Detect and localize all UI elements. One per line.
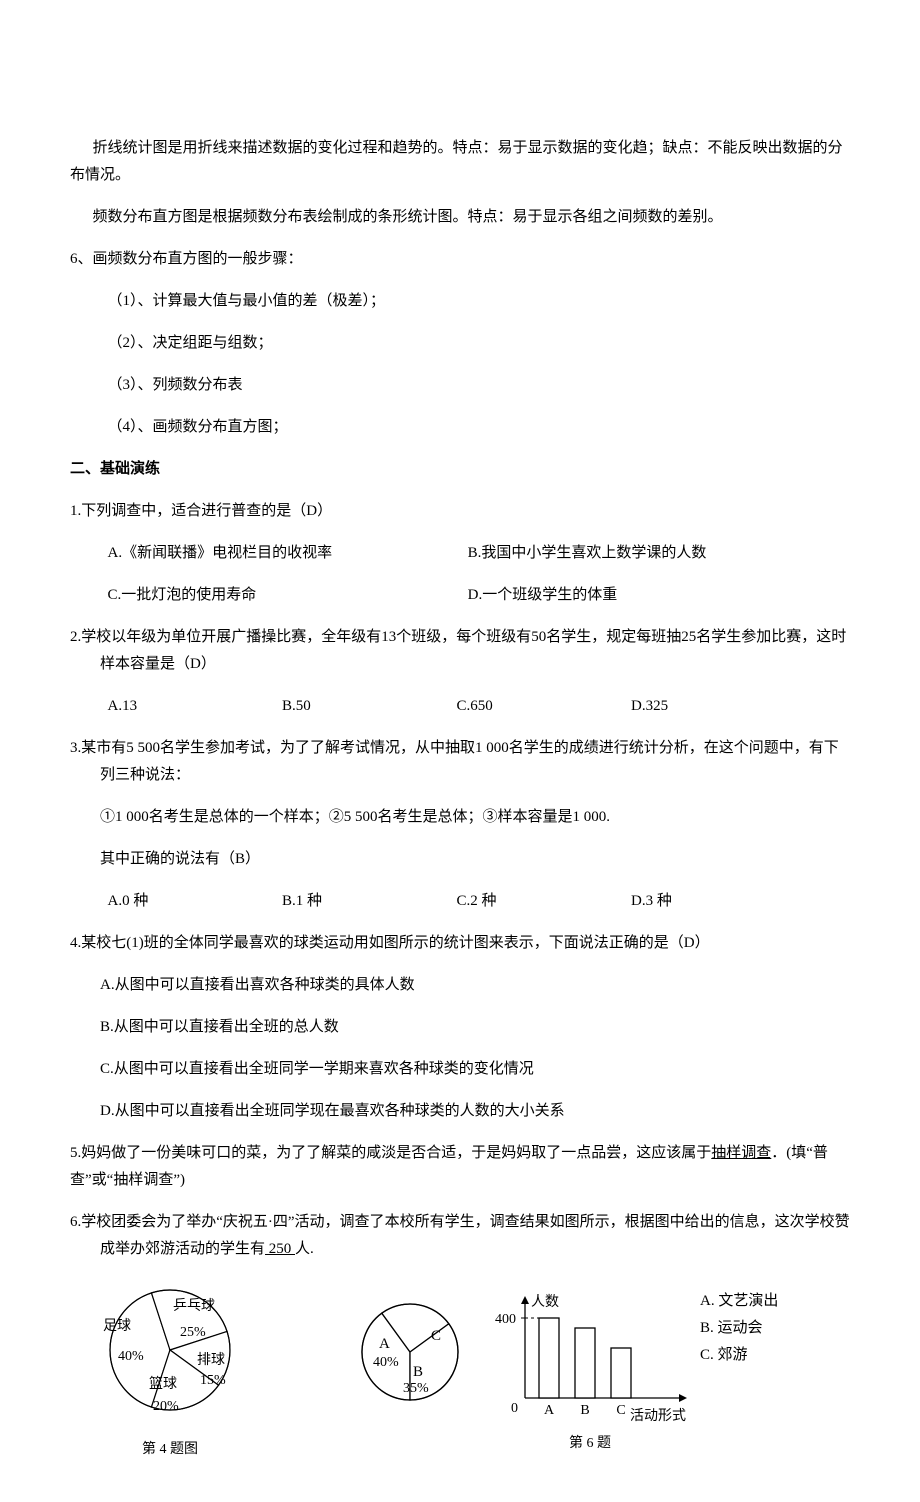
q6-pre: 6.学校团委会为了举办“庆祝五·四”活动，调查了本校所有学生，调查结果如图所示，…: [70, 1214, 850, 1257]
svg-text:15%: 15%: [200, 1373, 226, 1388]
q1-options-row2: C.一批灯泡的使用寿命 D.一个班级学生的体重: [70, 582, 850, 609]
q3-opt-c: C.2 种: [457, 888, 628, 915]
svg-text:A: A: [544, 1403, 555, 1418]
svg-text:C: C: [616, 1403, 625, 1418]
fig6-legend-a: A. 文艺演出: [700, 1288, 778, 1315]
intro-histogram: 频数分布直方图是根据频数分布表绘制成的条形统计图。特点：易于显示各组之间频数的差…: [70, 204, 850, 231]
q2-stem: 2.学校以年级为单位开展广播操比赛，全年级有13个班级，每个班级有50名学生，规…: [70, 624, 850, 678]
q3-opt-d: D.3 种: [631, 888, 802, 915]
fig6-bar-block: 人数 0 400 A B C 第 6 题: [490, 1288, 690, 1456]
q3-options: A.0 种 B.1 种 C.2 种 D.3 种: [70, 888, 850, 915]
fig6-bar-chart: 人数 0 400 A B C: [490, 1288, 690, 1418]
step-3: （3）、列频数分布表: [70, 372, 850, 399]
q3-stem3: 其中正确的说法有（B）: [70, 846, 850, 873]
svg-text:人数: 人数: [531, 1294, 559, 1310]
q4-opt-d: D.从图中可以直接看出全班同学现在最喜欢各种球类的人数的大小关系: [70, 1098, 850, 1125]
svg-text:0: 0: [511, 1401, 518, 1416]
svg-text:B: B: [580, 1403, 589, 1418]
q1-opt-b: B.我国中小学生喜欢上数学课的人数: [468, 540, 824, 567]
fig6-legend-b: B. 运动会: [700, 1315, 778, 1342]
q5: 5.妈妈做了一份美味可口的菜，为了了解菜的咸淡是否合适，于是妈妈取了一点品尝，这…: [70, 1140, 850, 1194]
q6: 6.学校团委会为了举办“庆祝五·四”活动，调查了本校所有学生，调查结果如图所示，…: [70, 1209, 850, 1263]
fig6-bar-xlabel: 活动形式: [630, 1404, 686, 1429]
q5-pre: 5.妈妈做了一份美味可口的菜，为了了解菜的咸淡是否合适，于是妈妈取了一点品尝，这…: [70, 1145, 711, 1161]
svg-text:A: A: [379, 1336, 390, 1352]
fig6-caption: 第 6 题: [490, 1431, 690, 1456]
svg-text:25%: 25%: [180, 1325, 206, 1340]
fig4-pie-chart: 足球 40% 乒乓球 25% 排球 15% 篮球 20%: [85, 1278, 255, 1428]
fig4-caption: 第 4 题图: [70, 1437, 270, 1462]
q2-opt-c: C.650: [457, 693, 628, 720]
q1-options-row1: A.《新闻联播》电视栏目的收视率 B.我国中小学生喜欢上数学课的人数: [70, 540, 850, 567]
fig6-legend: A. 文艺演出 B. 运动会 C. 郊游: [700, 1288, 778, 1369]
steps-title: 6、画频数分布直方图的一般步骤：: [70, 246, 850, 273]
fig6-pie-chart: A 40% C B35%: [335, 1292, 485, 1412]
svg-text:35%: 35%: [403, 1381, 429, 1396]
step-4: （4）、画频数分布直方图；: [70, 414, 850, 441]
svg-text:足球: 足球: [103, 1318, 131, 1334]
q2-opt-d: D.325: [631, 693, 802, 720]
q3-opt-a: A.0 种: [108, 888, 279, 915]
step-1: （1）、计算最大值与最小值的差（极差）；: [70, 288, 850, 315]
q4-opt-b: B.从图中可以直接看出全班的总人数: [70, 1014, 850, 1041]
svg-text:40%: 40%: [118, 1349, 144, 1364]
svg-text:篮球: 篮球: [149, 1376, 177, 1392]
q4-opt-c: C.从图中可以直接看出全班同学一学期来喜欢各种球类的变化情况: [70, 1056, 850, 1083]
svg-text:C: C: [431, 1328, 441, 1344]
q1-opt-d: D.一个班级学生的体重: [468, 582, 824, 609]
q1-opt-c: C.一批灯泡的使用寿命: [108, 582, 464, 609]
section-2-title: 二、基础演练: [70, 456, 850, 483]
q2-opt-a: A.13: [108, 693, 279, 720]
step-2: （2）、决定组距与组数；: [70, 330, 850, 357]
q6-post: 人.: [295, 1241, 314, 1257]
q1-opt-a: A.《新闻联播》电视栏目的收视率: [108, 540, 464, 567]
q6-ans: 250: [265, 1241, 295, 1257]
q4-opt-a: A.从图中可以直接看出喜欢各种球类的具体人数: [70, 972, 850, 999]
q3-stem2: ①1 000名考生是总体的一个样本；②5 500名考生是总体；③样本容量是1 0…: [70, 804, 850, 831]
svg-text:400: 400: [495, 1312, 516, 1327]
fig6-legend-c: C. 郊游: [700, 1342, 778, 1369]
svg-text:20%: 20%: [153, 1399, 179, 1414]
q2-opt-b: B.50: [282, 693, 453, 720]
fig4-block: 足球 40% 乒乓球 25% 排球 15% 篮球 20% 第 4 题图: [70, 1278, 270, 1462]
q5-ans: 抽样调查: [711, 1145, 771, 1161]
svg-text:乒乓球: 乒乓球: [173, 1298, 215, 1314]
intro-line-chart: 折线统计图是用折线来描述数据的变化过程和趋势的。特点：易于显示数据的变化趋；缺点…: [70, 135, 850, 189]
q3-opt-b: B.1 种: [282, 888, 453, 915]
q1-stem: 1.下列调查中，适合进行普查的是（D）: [70, 498, 850, 525]
svg-text:B: B: [413, 1364, 423, 1380]
fig6-pie-block: A 40% C B35%: [330, 1292, 490, 1421]
q2-options: A.13 B.50 C.650 D.325: [70, 693, 850, 720]
figures-row: 足球40%乒乓球25%排球15%篮球20% 第 4 题图 A40%CB35% 人…: [70, 1278, 850, 1462]
svg-text:40%: 40%: [373, 1355, 399, 1370]
q4-stem: 4.某校七(1)班的全体同学最喜欢的球类运动用如图所示的统计图来表示，下面说法正…: [70, 930, 850, 957]
svg-text:排球: 排球: [197, 1352, 225, 1368]
q3-stem1: 3.某市有5 500名学生参加考试，为了了解考试情况，从中抽取1 000名学生的…: [70, 735, 850, 789]
